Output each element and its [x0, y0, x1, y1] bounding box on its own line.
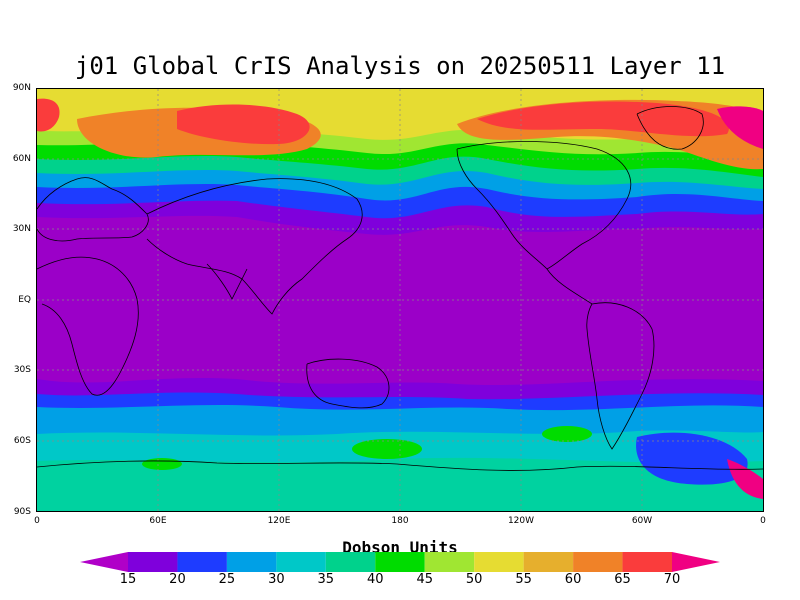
patch-north-red-2	[37, 98, 60, 132]
lon-label-0-right: 0	[760, 516, 766, 526]
patch-north-magenta	[717, 106, 763, 149]
colorbar-tick-label: 65	[614, 572, 631, 587]
lon-label-0-left: 0	[34, 516, 40, 526]
patch-north-red-3	[477, 101, 729, 137]
colorbar-box	[375, 552, 425, 572]
colorbar-box	[325, 552, 376, 572]
chart-title: j01 Global CrIS Analysis on 20250511 Lay…	[74, 52, 726, 80]
colorbar-tick-label: 25	[218, 572, 236, 587]
colorbar-tick-label: 45	[416, 572, 433, 587]
patch-south-green-3	[142, 458, 182, 470]
lat-label-eq: EQ	[18, 295, 31, 305]
colorbar-tick-label: 15	[119, 572, 137, 587]
colorbar-tick-label: 35	[317, 572, 335, 587]
colorbar-tick-label: 30	[268, 572, 285, 587]
graticule	[37, 89, 763, 511]
colorbar-box	[226, 552, 277, 572]
map-panel	[36, 88, 764, 512]
coastlines	[37, 106, 763, 471]
colorbar-tick-label: 20	[169, 572, 186, 587]
lat-label-30s: 30S	[13, 365, 31, 375]
colorbar-box	[523, 552, 574, 572]
patch-south-green-1	[352, 439, 422, 459]
lat-label-90n: 90N	[12, 83, 31, 93]
colorbar-box	[177, 552, 227, 572]
lon-label-120w: 120W	[507, 516, 535, 526]
ozone-map	[37, 89, 763, 511]
colorbar-tick-label: 50	[465, 572, 483, 587]
lat-label-60s: 60S	[13, 436, 31, 446]
colorbar-tick-label: 40	[366, 572, 384, 587]
lat-label-90s: 90S	[13, 507, 31, 517]
colorbar-box	[474, 552, 524, 572]
lat-label-60n: 60N	[12, 154, 31, 164]
lon-label-120e: 120E	[267, 516, 291, 526]
colorbar-box	[128, 552, 178, 572]
colorbar-triangle-high	[672, 552, 720, 572]
lon-label-60w: 60W	[631, 516, 653, 526]
colorbar-tick-label: 70	[663, 572, 681, 587]
colorbar-box	[276, 552, 326, 572]
lat-label-30n: 30N	[12, 224, 31, 234]
patch-south-blue	[636, 432, 748, 485]
lon-label-180: 180	[391, 516, 409, 526]
colorbar-box	[622, 552, 672, 572]
lon-label-60e: 60E	[149, 516, 167, 526]
colorbar-triangle-low	[80, 552, 128, 572]
colorbar-box	[573, 552, 623, 572]
patch-north-red-1	[177, 104, 310, 145]
colorbar-box	[424, 552, 475, 572]
colorbar-tick-label: 55	[515, 572, 532, 587]
patch-south-green-2	[542, 426, 592, 442]
colorbar-tick-label: 60	[564, 572, 582, 587]
colorbar	[80, 552, 720, 572]
